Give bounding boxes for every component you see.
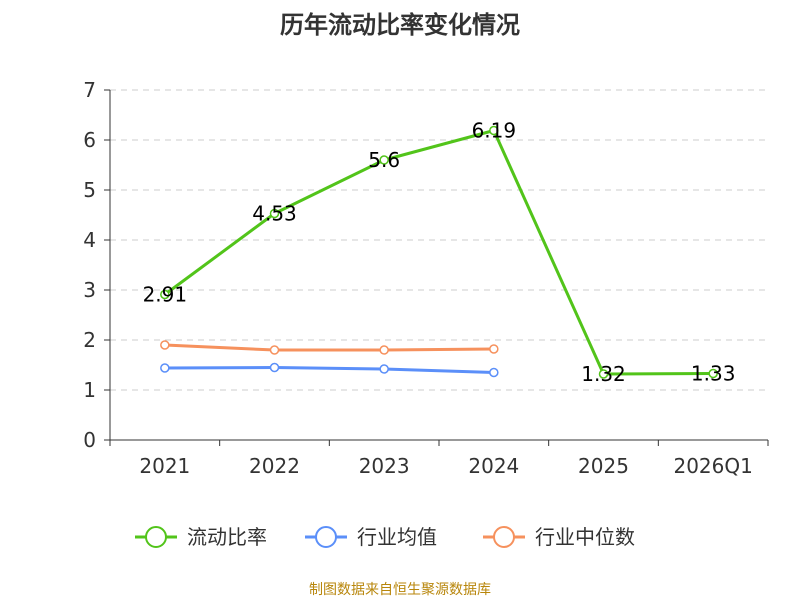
legend-marker (493, 526, 515, 548)
series-lines (160, 125, 718, 379)
data-label: 6.19 (472, 119, 517, 143)
data-point (708, 368, 718, 379)
legend-item[interactable]: 行业均值 (305, 525, 437, 549)
data-labels: 2.91 4.53 5.6 6.19 1.32 1.33 (143, 119, 736, 387)
data-point (269, 208, 280, 219)
x-tick-label: 2022 (249, 454, 300, 478)
data-label: 2.91 (143, 283, 188, 307)
legend-item[interactable]: 流动比率 (135, 525, 267, 549)
axes: 0 1 2 3 4 5 6 7 2021 2022 2023 2024 2025 2026Q1 (83, 78, 769, 478)
legend-marker (145, 526, 167, 548)
data-point (160, 340, 170, 350)
data-point (269, 362, 280, 373)
legend-item[interactable]: 行业中位数 (483, 525, 635, 549)
x-tick-label: 2021 (139, 454, 190, 478)
legend-marker (315, 526, 337, 548)
data-label: 5.6 (368, 148, 400, 172)
y-tick-label: 7 (83, 78, 96, 102)
y-tick-label: 3 (83, 278, 96, 302)
data-point (489, 367, 499, 378)
series-line (164, 366, 494, 374)
legend[interactable]: 流动比率 行业均值 行业中位数 (135, 525, 635, 549)
x-tick-label: 2025 (578, 454, 629, 478)
data-point (379, 364, 389, 374)
data-label: 1.33 (691, 362, 736, 386)
data-point (160, 363, 170, 373)
data-point (269, 345, 280, 355)
legend-label: 流动比率 (187, 525, 267, 549)
gridlines (110, 89, 768, 391)
data-point (598, 369, 609, 379)
y-tick-label: 5 (83, 178, 96, 202)
series-line (164, 343, 494, 352)
y-tick-label: 4 (83, 228, 96, 252)
data-point (160, 289, 170, 300)
data-label: 1.32 (581, 362, 626, 386)
legend-label: 行业均值 (357, 525, 437, 549)
source-note: 制图数据来自恒生聚源数据库 (309, 582, 491, 598)
series-line (163, 129, 714, 376)
x-tick-label: 2023 (359, 454, 410, 478)
legend-label: 行业中位数 (535, 525, 635, 549)
data-label: 4.53 (252, 202, 297, 226)
data-point (489, 125, 499, 136)
chart-title: 历年流动比率变化情况 (280, 11, 520, 39)
data-point (379, 155, 389, 165)
x-tick-label: 2024 (468, 454, 519, 478)
y-tick-label: 1 (83, 378, 96, 402)
x-tick-label: 2026Q1 (673, 454, 752, 478)
data-point (379, 345, 389, 355)
data-point (489, 344, 499, 354)
y-tick-label: 2 (83, 328, 96, 352)
y-tick-label: 0 (83, 428, 96, 452)
y-tick-label: 6 (83, 128, 96, 152)
